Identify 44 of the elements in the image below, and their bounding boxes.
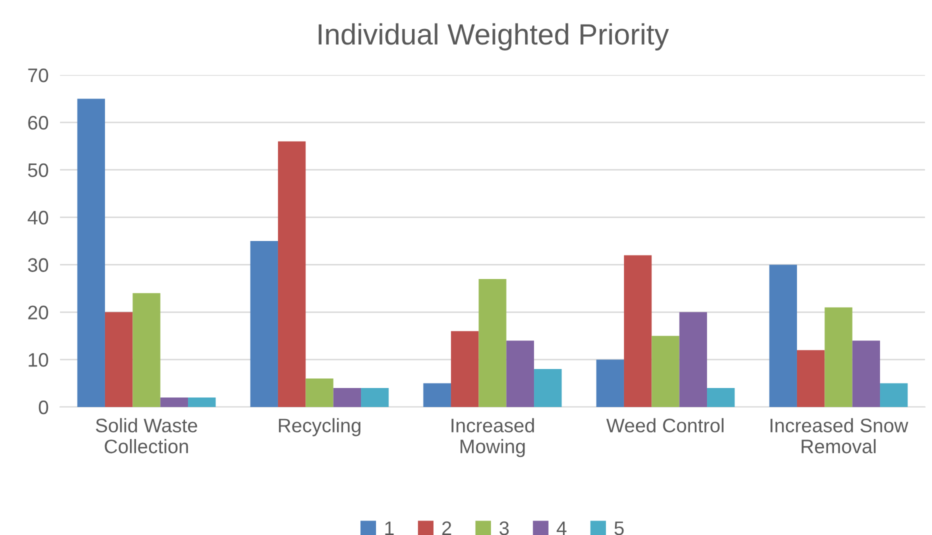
bar — [132, 293, 160, 407]
bar — [652, 336, 680, 407]
bar — [534, 369, 562, 407]
x-tick-label: Weed Control — [606, 418, 724, 432]
y-tick-label: 20 — [28, 306, 48, 320]
bar — [596, 360, 624, 407]
bar — [160, 398, 188, 407]
y-tick-label: 70 — [28, 68, 48, 82]
chart-title: Individual Weighted Priority — [318, 23, 669, 50]
legend-label: 4 — [556, 522, 566, 535]
bar — [278, 141, 306, 407]
y-tick-label: 50 — [28, 163, 48, 178]
bar — [852, 340, 880, 407]
x-tick-label: Increased Snow Removal — [770, 418, 908, 454]
bar — [824, 307, 852, 407]
bar — [450, 331, 479, 407]
bar — [104, 312, 133, 407]
bar — [880, 383, 908, 407]
y-tick-label: 40 — [28, 210, 48, 225]
y-tick-label: 0 — [38, 400, 48, 414]
bar — [77, 98, 105, 407]
bar — [188, 398, 216, 407]
bar — [707, 388, 735, 407]
bar — [250, 241, 278, 407]
x-tick-label: Recycling — [278, 418, 360, 436]
bar — [624, 255, 652, 407]
bar — [306, 378, 334, 407]
y-tick-label: 60 — [28, 116, 48, 130]
y-tick-label: 30 — [28, 258, 48, 272]
bar — [478, 278, 506, 407]
y-tick-label: 10 — [28, 353, 48, 367]
bar — [361, 388, 389, 407]
x-tick-label: Solid Waste Collection — [96, 418, 198, 454]
legend-label: 5 — [614, 522, 624, 535]
bar — [423, 383, 451, 407]
legend-label: 2 — [442, 521, 452, 535]
bar — [679, 312, 708, 407]
bar — [506, 340, 534, 407]
legend-label: 3 — [500, 521, 509, 535]
legend-label: 1 — [385, 522, 394, 535]
bar — [333, 388, 362, 407]
bar — [769, 264, 797, 407]
x-tick-label: Increased Mowing — [452, 418, 534, 458]
bar — [796, 350, 825, 407]
